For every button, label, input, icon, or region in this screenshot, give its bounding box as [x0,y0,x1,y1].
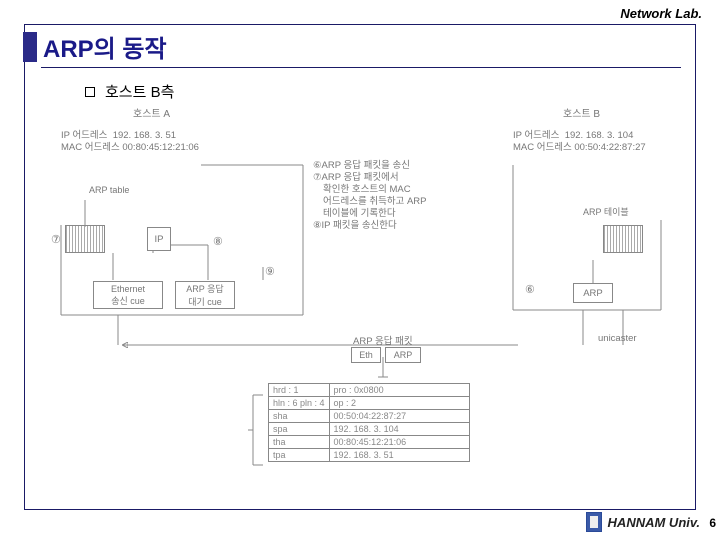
marker-9: ⑨ [265,265,275,278]
arp-table-label-a: ARP table [89,185,129,195]
packet-row: hrd : 1pro : 0x0800 [269,384,470,397]
hostA-eth-box: Ethernet 송신 cue [93,281,163,309]
packet-row: spa192. 168. 3. 104 [269,423,470,436]
diagram: 호스트 A IP 어드레스 192. 168. 3. 51 MAC 어드레스 0… [53,105,669,501]
arp-reply-label: ARP 응답 패킷 [353,333,413,347]
page-number: 6 [709,516,716,530]
hostB-mac-label: MAC 어드레스 00:50:4:22:87:27 [513,139,646,153]
packet-table: hrd : 1pro : 0x0800hln : 6 pln : 4op : 2… [268,383,470,462]
hostA-ip-box: IP [147,227,171,251]
packet-row: tha00:80:45:12:21:06 [269,436,470,449]
hostB-arp-box: ARP [573,283,613,303]
footer: HANNAM Univ. [586,512,700,532]
marker-7: ⑦ [51,233,61,246]
step-8: ⑧IP 패킷을 송신한다 [313,217,397,231]
hostA-computer-icon [65,225,105,253]
marker-8: ⑧ [213,235,223,248]
hostA-mac-label: MAC 어드레스 00:80:45:12:21:06 [61,139,199,153]
bullet-square-icon [85,87,95,97]
slide-frame: ARP의 동작 호스트 B측 [24,24,696,510]
hostB-label: 호스트 B [563,105,600,120]
title-row: ARP의 동작 [23,29,167,64]
packet-row: sha00:50:04:22:87:27 [269,410,470,423]
bullet-row: 호스트 B측 [85,81,174,102]
univ-logo-icon [586,512,602,532]
footer-univ: HANNAM Univ. [608,515,700,530]
hostA-arpwait-box: ARP 응답 대기 cue [175,281,235,309]
hostA-label: 호스트 A [133,105,170,120]
reply-arp-box: ARP [385,347,421,363]
packet-row: hln : 6 pln : 4op : 2 [269,397,470,410]
title-accent-bar [23,32,37,62]
bullet-text: 호스트 B측 [105,81,174,102]
marker-6b: ⑥ [525,283,535,296]
arp-table-label-b: ARP 테이블 [583,205,629,218]
unicast-label: unicaster [598,333,637,344]
title-underline [41,67,681,68]
hostB-computer-icon [603,225,643,253]
packet-row: tpa192. 168. 3. 51 [269,449,470,462]
reply-eth-box: Eth [351,347,381,363]
page-title: ARP의 동작 [43,29,167,64]
header-lab: Network Lab. [620,6,702,21]
